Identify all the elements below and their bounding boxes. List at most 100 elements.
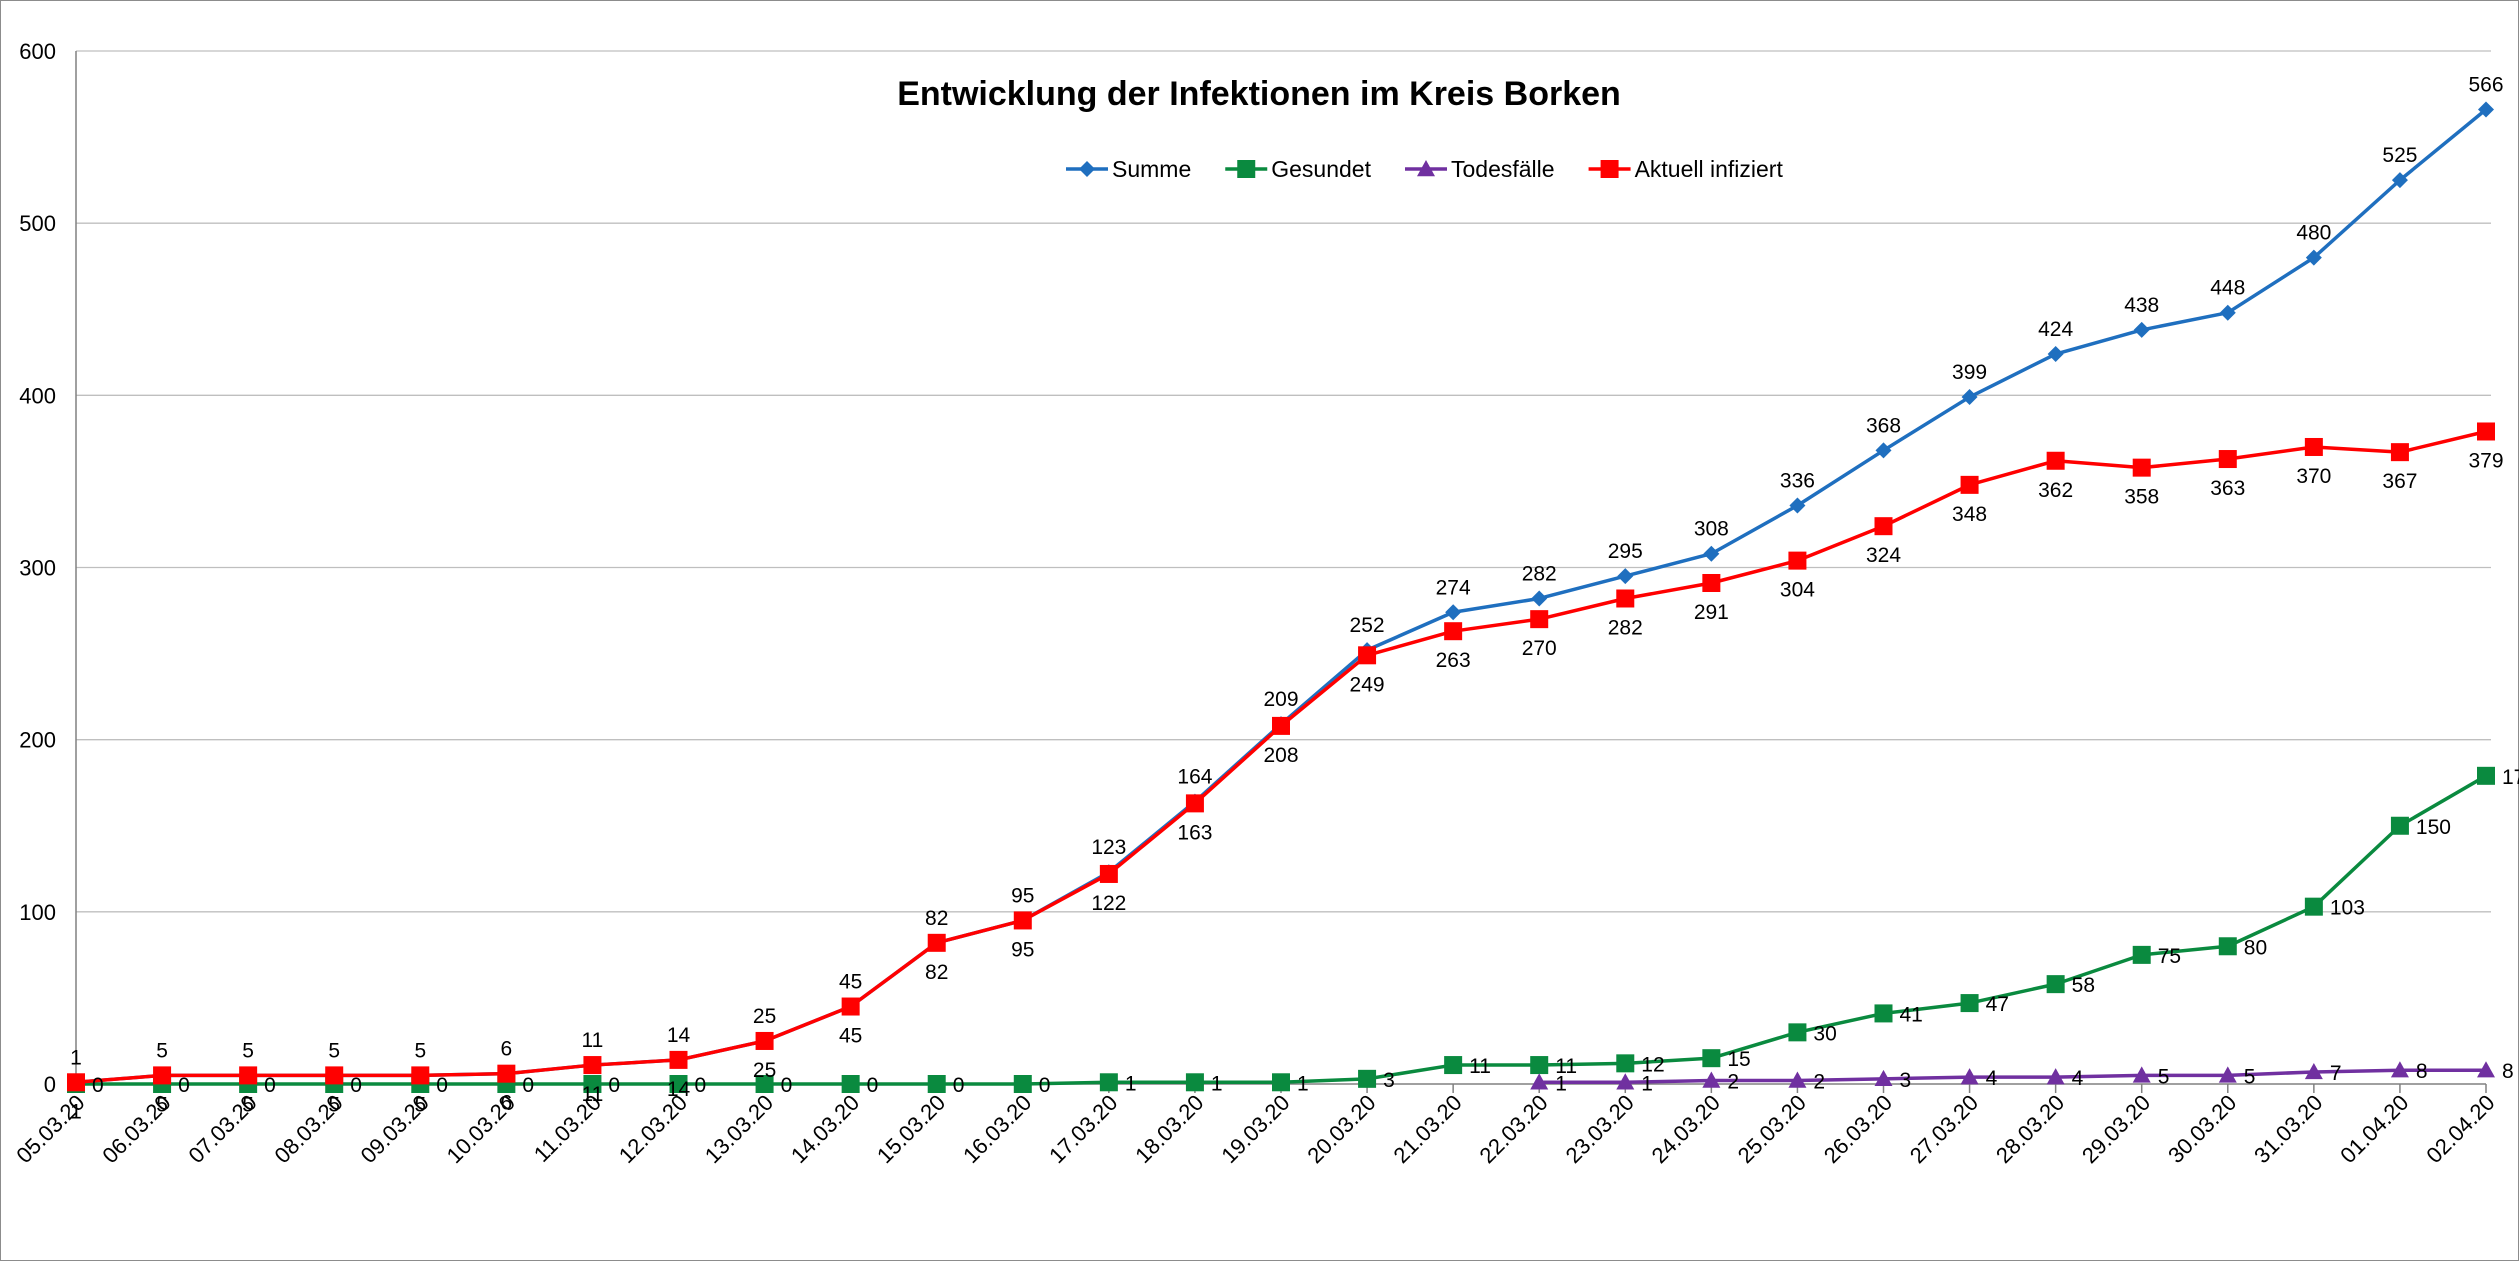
series-line-summe	[75, 108, 2488, 1085]
data-point-gesundet	[669, 1075, 688, 1093]
data-point-gesundet	[927, 1075, 946, 1093]
data-label-gesundet: 80	[2244, 936, 2267, 959]
data-point-aktuell-infiziert	[153, 1066, 172, 1085]
data-label-aktuell-infiziert: 5	[328, 1093, 340, 1116]
data-label-gesundet: 0	[1039, 1074, 1051, 1097]
data-point-gesundet	[2132, 945, 2151, 964]
x-tick-label: 20.03.20	[1302, 1090, 1380, 1168]
data-point-todesf-lle	[2046, 1068, 2065, 1085]
data-label-todesf-lle: 1	[1555, 1072, 1567, 1095]
legend-swatch-marker	[1600, 160, 1619, 178]
series-line-todesf-lle	[1539, 1068, 2486, 1085]
data-label-todesf-lle: 2	[1727, 1071, 1739, 1094]
data-point-todesf-lle	[2132, 1066, 2151, 1083]
gridlines	[76, 50, 2491, 913]
data-point-todesf-lle	[1788, 1071, 1807, 1088]
series-gesundet	[67, 766, 2495, 1093]
legend-swatch-marker	[1079, 161, 1095, 177]
data-point-summe	[1531, 590, 1548, 607]
data-label-gesundet: 0	[867, 1074, 879, 1097]
data-point-aktuell-infiziert	[841, 997, 860, 1016]
legend-swatch-marker	[1417, 160, 1435, 177]
x-tick-label: 23.03.20	[1561, 1090, 1639, 1168]
data-point-gesundet	[2046, 975, 2065, 994]
data-label-gesundet: 1	[1297, 1072, 1309, 1095]
data-label-gesundet: 3	[1383, 1069, 1395, 1092]
data-point-gesundet	[583, 1075, 602, 1093]
data-label-summe: 448	[2210, 277, 2245, 300]
data-point-gesundet	[2218, 937, 2237, 956]
legend-item-gesundet: Gesundet	[1225, 156, 1372, 182]
data-point-summe	[2047, 346, 2064, 363]
legend-item-aktuell-infiziert: Aktuell infiziert	[1588, 156, 1784, 182]
data-point-gesundet	[1013, 1075, 1032, 1093]
series-line-gesundet	[76, 774, 2487, 1086]
x-tick-label: 18.03.20	[1130, 1090, 1208, 1168]
data-point-gesundet	[2304, 897, 2323, 916]
data-point-aktuell-infiziert	[1272, 716, 1290, 735]
data-point-summe	[2219, 304, 2236, 321]
x-tick-label: 16.03.20	[958, 1090, 1036, 1168]
x-tick-label: 24.03.20	[1647, 1090, 1725, 1168]
data-label-summe: 274	[1436, 576, 1471, 599]
data-label-summe: 14	[667, 1024, 691, 1047]
data-point-gesundet	[1099, 1073, 1118, 1092]
data-label-summe: 209	[1263, 688, 1298, 711]
data-label-summe: 336	[1780, 470, 1815, 493]
data-point-gesundet	[1444, 1056, 1463, 1075]
x-tick-label: 12.03.20	[614, 1090, 692, 1168]
data-label-todesf-lle: 5	[2244, 1065, 2256, 1088]
data-point-aktuell-infiziert	[325, 1066, 344, 1085]
data-point-aktuell-infiziert	[497, 1064, 516, 1083]
data-label-todesf-lle: 3	[1900, 1069, 1912, 1092]
x-tick-label: 21.03.20	[1388, 1090, 1466, 1168]
data-label-summe: 308	[1694, 518, 1729, 541]
data-label-aktuell-infiziert: 25	[753, 1059, 776, 1082]
data-label-summe: 282	[1522, 562, 1557, 585]
data-point-summe	[1875, 442, 1892, 459]
data-label-todesf-lle: 7	[2330, 1062, 2342, 1085]
data-label-gesundet: 179	[2502, 766, 2519, 789]
data-point-summe	[1789, 497, 1806, 514]
legend-swatch-marker	[1237, 160, 1256, 178]
data-point-todesf-lle	[1616, 1073, 1635, 1090]
data-label-summe: 480	[2296, 222, 2331, 245]
data-point-aktuell-infiziert	[411, 1066, 430, 1085]
data-point-todesf-lle	[1530, 1073, 1549, 1090]
data-label-gesundet: 0	[178, 1074, 190, 1097]
data-label-aktuell-infiziert: 82	[925, 961, 948, 984]
data-label-todesf-lle: 2	[1813, 1071, 1825, 1094]
data-label-aktuell-infiziert: 358	[2124, 486, 2159, 509]
data-point-aktuell-infiziert	[1616, 589, 1635, 608]
legend-label: Summe	[1112, 156, 1191, 182]
data-label-summe: 11	[582, 1029, 604, 1052]
data-label-summe: 566	[2468, 74, 2503, 97]
data-label-aktuell-infiziert: 370	[2296, 465, 2331, 488]
data-point-gesundet	[1788, 1023, 1807, 1042]
x-tick-label: 15.03.20	[872, 1090, 950, 1168]
data-point-aktuell-infiziert	[755, 1031, 774, 1050]
data-point-summe	[2305, 249, 2322, 266]
data-point-aktuell-infiziert	[1013, 911, 1032, 930]
data-label-aktuell-infiziert: 14	[667, 1078, 691, 1101]
data-label-summe: 164	[1177, 766, 1212, 789]
data-label-todesf-lle: 5	[2158, 1065, 2170, 1088]
data-point-gesundet	[1960, 994, 1979, 1013]
data-label-aktuell-infiziert: 304	[1780, 579, 1815, 602]
chart-title: Entwicklung der Infektionen im Kreis Bor…	[897, 75, 1621, 113]
data-point-gesundet	[2477, 766, 2495, 785]
data-label-summe: 6	[501, 1038, 513, 1061]
x-tick-label: 28.03.20	[1991, 1090, 2069, 1168]
data-point-todesf-lle	[1960, 1068, 1979, 1085]
legend-label: Aktuell infiziert	[1635, 156, 1784, 182]
data-point-summe	[2391, 172, 2408, 189]
legend: Summe Gesundet Todesfälle Aktuell infiziert	[1066, 156, 1783, 182]
data-point-gesundet	[2390, 816, 2409, 835]
data-label-todesf-lle: 8	[2502, 1060, 2514, 1083]
data-label-aktuell-infiziert: 11	[582, 1083, 604, 1106]
data-label-aktuell-infiziert: 5	[156, 1093, 168, 1116]
data-point-gesundet	[1616, 1054, 1635, 1073]
data-point-aktuell-infiziert	[927, 933, 946, 952]
data-label-aktuell-infiziert: 270	[1522, 637, 1557, 660]
